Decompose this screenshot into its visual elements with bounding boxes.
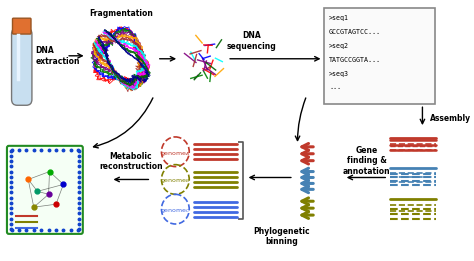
Text: genome$_B$: genome$_B$ [160, 177, 191, 186]
Text: genome$_C$: genome$_C$ [160, 207, 191, 215]
Text: Metabolic
reconstruction: Metabolic reconstruction [99, 152, 163, 171]
Text: Phylogenetic
binning: Phylogenetic binning [254, 227, 310, 246]
FancyBboxPatch shape [12, 18, 31, 34]
Text: TATGCCGGTA...: TATGCCGGTA... [329, 57, 381, 63]
Text: >seq3: >seq3 [329, 71, 349, 77]
Text: DNA
extraction: DNA extraction [36, 46, 80, 66]
Text: Gene
finding &
annotation: Gene finding & annotation [343, 146, 391, 176]
FancyBboxPatch shape [324, 8, 436, 104]
Text: >seq2: >seq2 [329, 43, 349, 49]
Text: >seq1: >seq1 [329, 15, 349, 21]
Text: DNA
sequencing: DNA sequencing [227, 31, 276, 51]
FancyBboxPatch shape [7, 146, 83, 234]
Text: ...: ... [329, 85, 341, 91]
Text: Assembly: Assembly [430, 114, 471, 123]
FancyBboxPatch shape [11, 28, 32, 105]
Text: genome$_A$: genome$_A$ [160, 150, 191, 158]
Text: GCCGTAGTCC...: GCCGTAGTCC... [329, 29, 381, 35]
Text: Fragmentation: Fragmentation [90, 9, 154, 18]
